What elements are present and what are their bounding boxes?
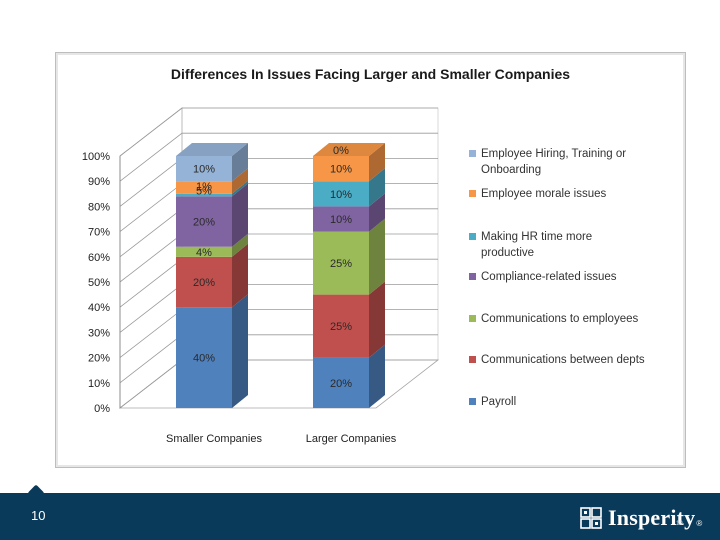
bar-segment-side [369,193,385,232]
bar-segment-front [176,256,232,308]
bar-segment-side [369,168,385,207]
data-label: 25% [330,258,352,270]
data-label: 10% [330,214,352,226]
data-label: 5% [196,186,212,198]
legend-swatch [469,150,476,157]
legend-label: Payroll [481,396,516,408]
bar-segment-front [176,246,232,257]
legend-swatch [469,356,476,363]
trademark: ® [696,519,703,528]
legend-label: Communications to employees [481,313,638,325]
legend-swatch [469,190,476,197]
legend-label: Compliance-related issues [481,271,617,283]
data-label: 1% [196,181,212,193]
bar-segment-front [176,196,232,247]
bar-segment-side [369,143,385,182]
bar-segment-side [232,143,248,182]
bar-segment-side [232,294,248,408]
chart-frame: Differences In Issues Facing Larger and … [55,52,686,468]
legend-swatch [469,315,476,322]
insperity-logo: Insperity ® [580,504,702,532]
bar-segment-front [176,156,232,182]
y-tick-label: 50% [88,277,110,289]
slide-number: 10 [31,508,46,523]
data-label: 0% [333,145,349,157]
bar-segment-front [313,357,369,408]
bar-segment-side [369,344,385,408]
legend-label: productive [481,247,534,259]
data-label: 25% [330,321,352,333]
x-category-label: Smaller Companies [166,433,262,445]
stacked-bar-chart: 0% 10% 20% 30% 40% 50% 60% 70% 80% 90% 100% 40% 20% 4… [82,107,645,445]
x-category-label: Larger Companies [306,433,397,445]
y-tick-label: 0% [94,403,110,415]
data-label: 10% [330,189,352,201]
legend-swatch [469,398,476,405]
bar-top-face [313,143,385,156]
bar-segment-side [369,281,385,358]
insperity-mark-icon [580,507,602,529]
legend-label: Employee morale issues [481,188,607,200]
y-tick-label: 90% [88,176,110,188]
bar-segment-side [232,233,248,257]
bar-segment-side [232,168,248,194]
bar-segment-front [313,156,369,182]
data-label: 20% [330,378,352,390]
data-label: 10% [330,164,352,176]
legend-label: Communications between depts [481,354,645,366]
bar-segment-front [176,193,232,197]
bar-segment-side [232,183,248,247]
bar-segment-front [313,206,369,232]
bar-segment-front [313,181,369,207]
chart-title: Differences In Issues Facing Larger and … [170,66,571,82]
legend-label: Onboarding [481,164,541,176]
legend-label: Making HR time more [481,231,592,243]
bar-segment-side [232,180,248,197]
legend-swatch [469,233,476,240]
y-tick-label: 10% [88,378,110,390]
data-label: 20% [193,277,215,289]
bar-top-face [176,143,248,156]
data-label: 10% [193,164,215,176]
data-label: 40% [193,353,215,365]
bar-segment-side [369,218,385,295]
y-tick-label: 20% [88,353,110,365]
bar-segment-front [313,294,369,358]
data-label: 20% [193,217,215,229]
y-tick-label: 70% [88,227,110,239]
y-tick-label: 100% [82,151,110,163]
brand-name: Insperity [608,505,696,530]
bar-segment-front [176,307,232,408]
y-tick-label: 40% [88,302,110,314]
bar-segment-front [313,231,369,295]
legend-swatch [469,273,476,280]
legend-label: Employee Hiring, Training or [481,148,626,160]
y-tick-label: 30% [88,327,110,339]
gridline [119,107,438,157]
data-label: 4% [196,247,212,259]
y-tick-label: 60% [88,252,110,264]
bar-segment-side [232,243,248,308]
tiny-page-number: 10 [676,521,683,527]
bar-segment-front [176,181,232,194]
y-tick-label: 80% [88,201,110,213]
gridline [119,132,438,182]
